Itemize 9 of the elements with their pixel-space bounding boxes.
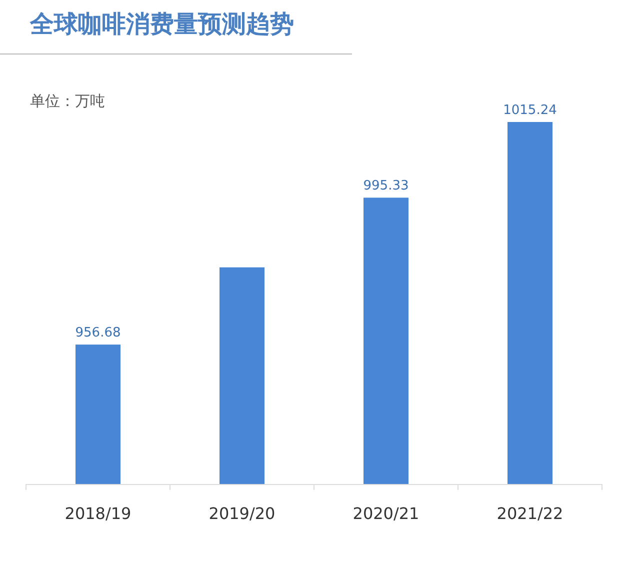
- data-label: 995.33: [363, 178, 409, 194]
- chart-title: 全球咖啡消费量预测趋势: [29, 9, 294, 38]
- x-tick-label: 2021/22: [496, 504, 564, 523]
- x-tick-label: 2019/20: [208, 504, 276, 523]
- x-tick-label: 2018/19: [64, 504, 132, 523]
- data-label: 956.68: [75, 326, 121, 341]
- chart-subtitle: 单位：万吨: [30, 92, 105, 110]
- x-tick-label: 2020/21: [352, 504, 420, 523]
- data-label: 1015.24: [503, 103, 557, 118]
